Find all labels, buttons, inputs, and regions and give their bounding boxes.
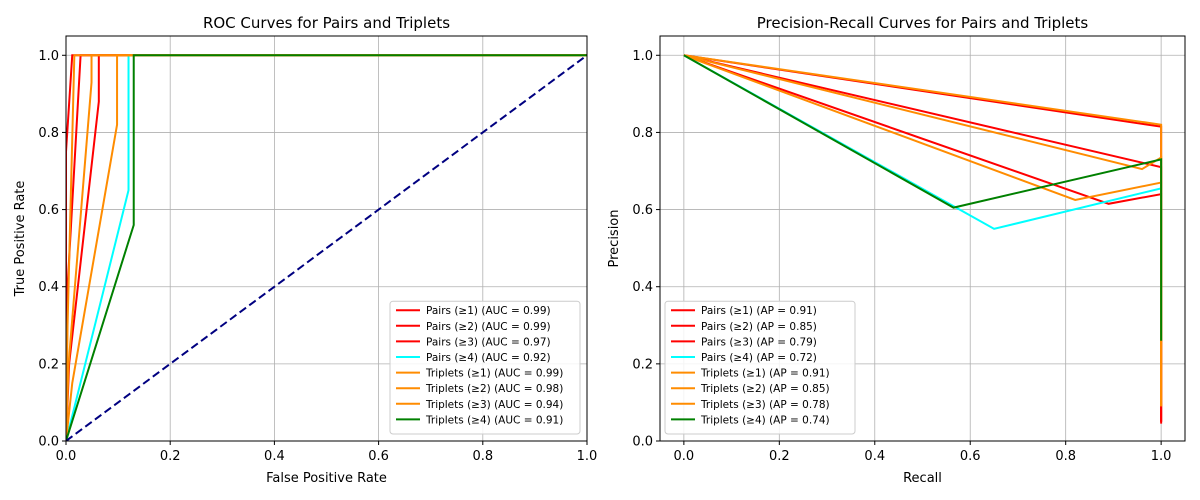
x-tick-label: 0.2 xyxy=(160,449,181,464)
x-tick-label: 0.0 xyxy=(674,449,695,464)
legend-label: Triplets (≥3) (AP = 0.78) xyxy=(700,399,830,411)
x-tick-label: 0.4 xyxy=(864,449,885,464)
chart-panel-2: 0.0 0.2 0.4 0.6 0.8 1.0 0.0 0.2 0.4 0.6 0.8 1.0 Prec… xyxy=(607,14,1186,486)
legend: Pairs (≥1) (AP = 0.91) Pairs (≥2) (AP = 0… xyxy=(664,300,856,435)
y-tick-label: 0.8 xyxy=(632,126,653,141)
legend-box xyxy=(389,300,581,435)
legend-label: Triplets (≥2) (AP = 0.85) xyxy=(700,383,830,395)
legend-label: Pairs (≥4) (AP = 0.72) xyxy=(701,352,817,364)
x-axis-label: Recall xyxy=(903,471,942,486)
x-tick-label: 0.8 xyxy=(1055,449,1076,464)
legend-label: Pairs (≥3) (AP = 0.79) xyxy=(701,336,817,348)
ticks: 0.0 0.2 0.4 0.6 0.8 1.0 0.0 0.2 0.4 0.6 0.8 1.0 xyxy=(38,49,597,464)
axes-frame xyxy=(659,35,1186,442)
y-tick-label: 0.4 xyxy=(632,280,653,295)
x-tick-label: 1.0 xyxy=(1151,449,1172,464)
legend-label: Pairs (≥3) (AUC = 0.97) xyxy=(426,336,551,348)
legend-label: Pairs (≥1) (AP = 0.91) xyxy=(701,305,817,317)
y-tick-label: 0.2 xyxy=(38,357,59,372)
y-tick-label: 1.0 xyxy=(632,49,653,64)
x-tick-label: 0.6 xyxy=(960,449,981,464)
series-line-8 xyxy=(683,54,1163,341)
legend-label: Pairs (≥2) (AUC = 0.99) xyxy=(426,321,551,333)
x-tick-label: 0.2 xyxy=(769,449,790,464)
series-line-8 xyxy=(66,54,587,441)
series-lines xyxy=(66,54,587,441)
legend-box xyxy=(664,300,856,435)
x-tick-label: 1.0 xyxy=(577,449,598,464)
legend-label: Triplets (≥3) (AUC = 0.94) xyxy=(425,399,563,411)
diagonal-reference-line xyxy=(66,54,587,441)
x-tick-label: 0.6 xyxy=(368,449,389,464)
legend-label: Pairs (≥1) (AUC = 0.99) xyxy=(426,305,551,317)
legend-label: Triplets (≥4) (AP = 0.74) xyxy=(700,414,830,426)
series-lines xyxy=(683,54,1163,424)
y-tick-label: 0.6 xyxy=(632,203,653,218)
y-tick-label: 0.0 xyxy=(38,435,59,450)
legend-label: Triplets (≥4) (AUC = 0.91) xyxy=(425,414,563,426)
y-tick-label: 0.4 xyxy=(38,280,59,295)
x-tick-label: 0.0 xyxy=(56,449,77,464)
x-tick-label: 0.4 xyxy=(264,449,285,464)
y-tick-label: 1.0 xyxy=(38,49,59,64)
y-tick-label: 0.6 xyxy=(38,203,59,218)
y-tick-label: 0.0 xyxy=(632,435,653,450)
y-tick-label: 0.2 xyxy=(632,357,653,372)
legend-label: Pairs (≥4) (AUC = 0.92) xyxy=(426,352,551,364)
chart-panel-1: 0.0 0.2 0.4 0.6 0.8 1.0 0.0 0.2 0.4 0.6 0.8 1.0 ROC … xyxy=(13,14,597,486)
legend-label: Triplets (≥1) (AP = 0.91) xyxy=(700,368,830,380)
legend-label: Triplets (≥1) (AUC = 0.99) xyxy=(425,368,563,380)
x-tick-label: 0.8 xyxy=(472,449,493,464)
x-axis-label: False Positive Rate xyxy=(266,471,387,486)
legend: Pairs (≥1) (AUC = 0.99) Pairs (≥2) (AUC =… xyxy=(389,300,581,435)
axes-frame xyxy=(65,35,588,442)
y-axis-label: Precision xyxy=(607,209,622,267)
legend-label: Pairs (≥2) (AP = 0.85) xyxy=(701,321,817,333)
chart-title: Precision-Recall Curves for Pairs and Tr… xyxy=(757,14,1089,32)
chart-title: ROC Curves for Pairs and Triplets xyxy=(203,14,450,32)
y-axis-label: True Positive Rate xyxy=(13,181,28,298)
ticks: 0.0 0.2 0.4 0.6 0.8 1.0 0.0 0.2 0.4 0.6 0.8 1.0 xyxy=(632,49,1171,464)
legend-label: Triplets (≥2) (AUC = 0.98) xyxy=(425,383,563,395)
y-tick-label: 0.8 xyxy=(38,126,59,141)
